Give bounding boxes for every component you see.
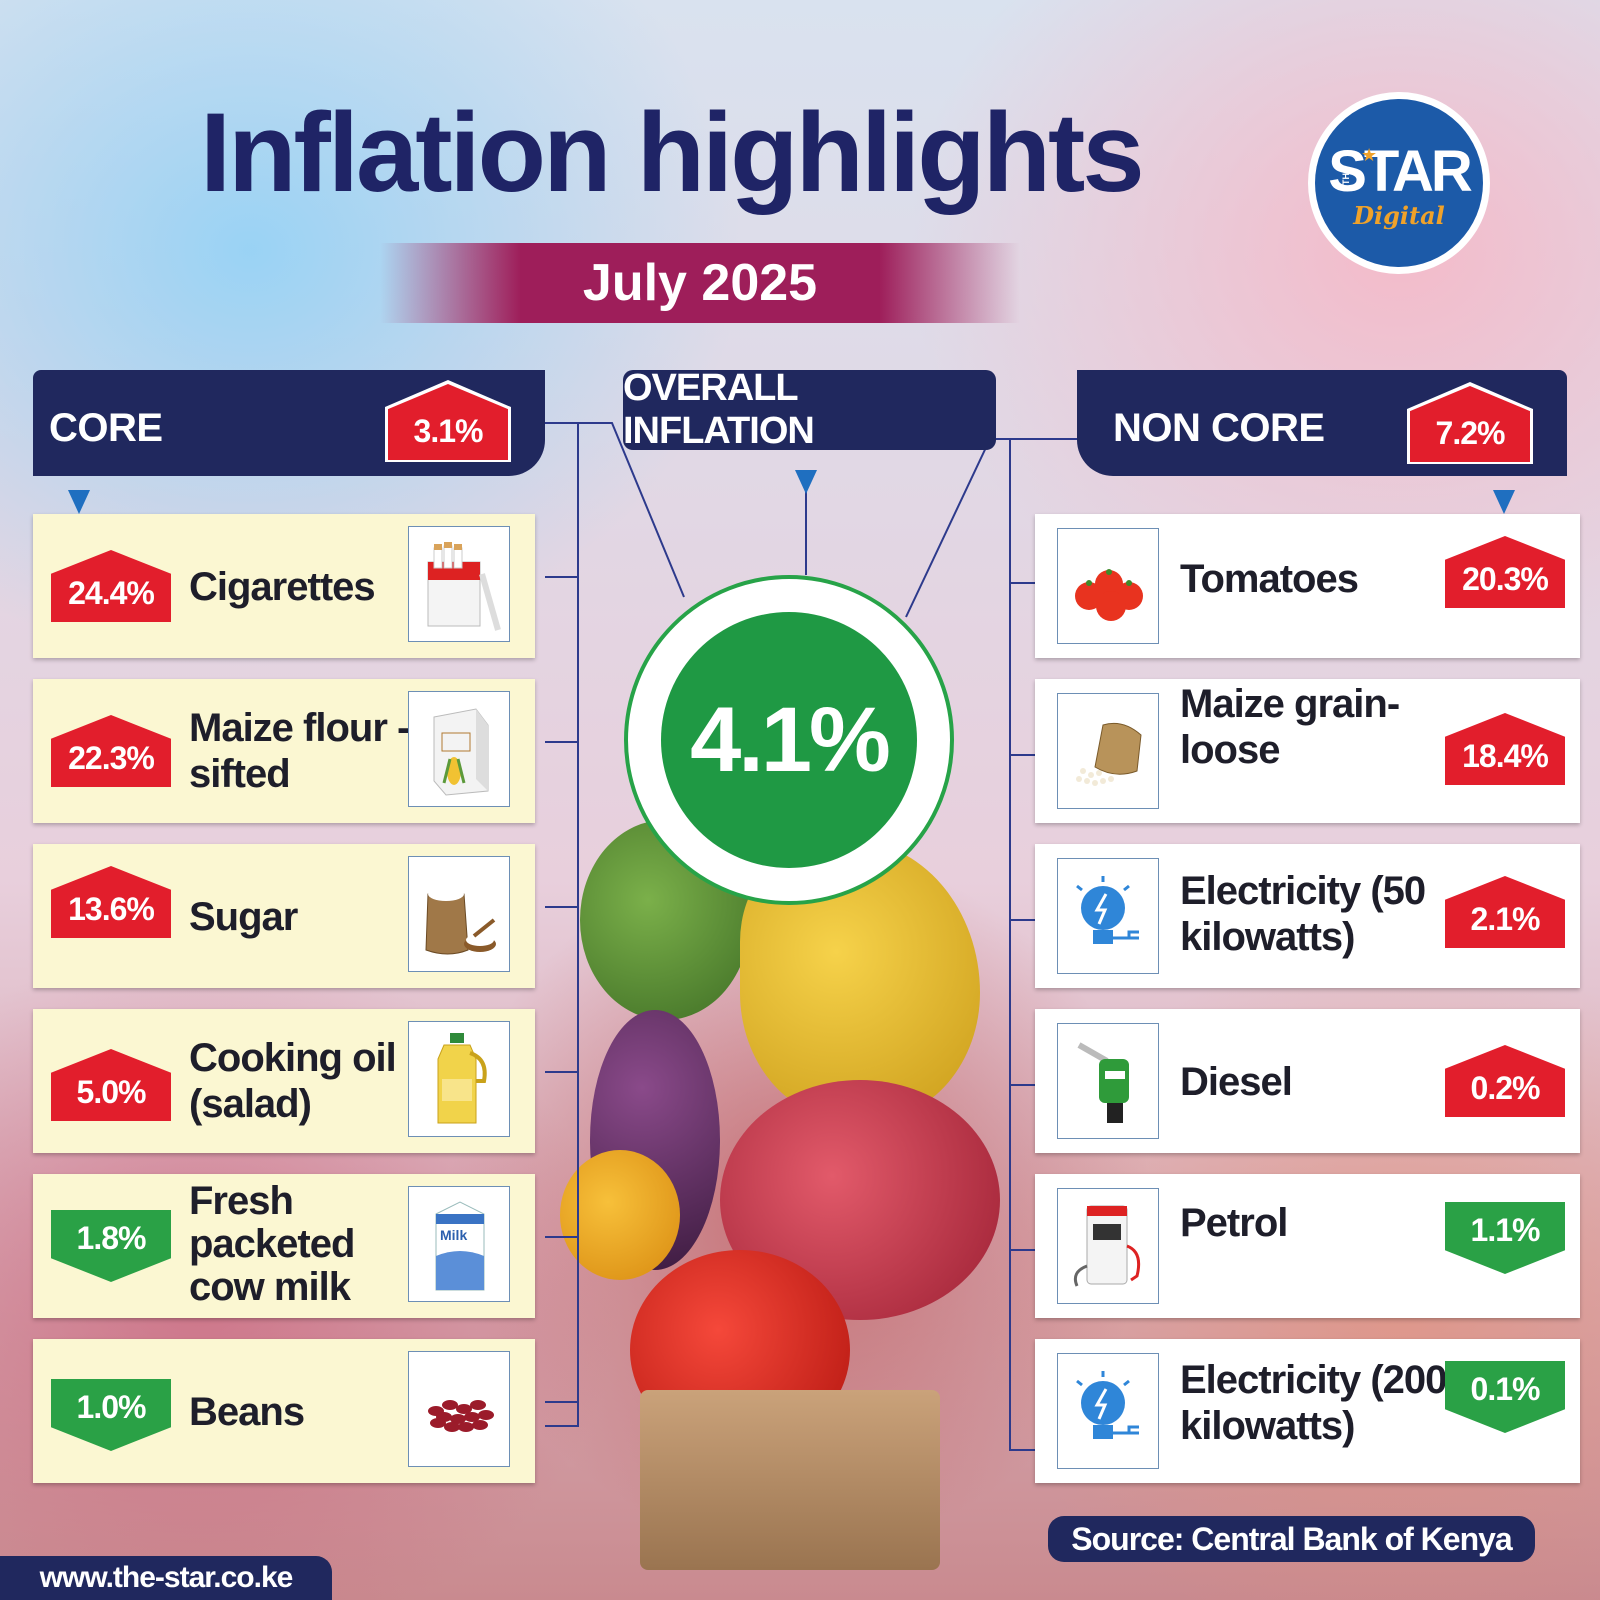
noncore-item-electricity-200: Electricity (200 kilowatts) 0.1% (1035, 1339, 1580, 1483)
lightbulb-icon (1057, 858, 1159, 974)
core-item-maize-flour: 22.3% Maize flour -sifted (33, 679, 535, 823)
decrease-badge: 1.1% (1445, 1202, 1565, 1274)
cigarette-pack-icon (408, 526, 510, 642)
noncore-item-tomatoes: Tomatoes 20.3% (1035, 514, 1580, 658)
report-date: July 2025 (582, 254, 818, 312)
noncore-label: NON CORE (1113, 406, 1325, 450)
core-value: 3.1% (413, 413, 484, 449)
increase-badge: 5.0% (51, 1049, 171, 1121)
item-name: Tomatoes (1180, 557, 1359, 601)
lightbulb-icon (1057, 1353, 1159, 1469)
produce-decoration (640, 1390, 940, 1570)
core-item-cooking-oil: 5.0% Cooking oil (salad) (33, 1009, 535, 1153)
decrease-badge: 0.1% (1445, 1361, 1565, 1433)
increase-badge: 18.4% (1445, 713, 1565, 785)
item-name: Electricity (50 kilowatts) (1180, 869, 1426, 959)
star-icon: ★ (1361, 145, 1378, 165)
logo-text: STAR (1328, 138, 1473, 204)
oil-bottle-icon (408, 1021, 510, 1137)
noncore-header: NON CORE 7.2% (1077, 370, 1567, 476)
increase-badge: 20.3% (1445, 536, 1565, 608)
maize-grain-sack-icon (1057, 693, 1159, 809)
item-name: Electricity (200 kilowatts) (1180, 1358, 1447, 1448)
sugar-sack-icon (408, 856, 510, 972)
increase-badge: 22.3% (51, 715, 171, 787)
item-name: Maize flour -sifted (189, 706, 410, 796)
source-label: Source: Central Bank of Kenya (1048, 1516, 1535, 1562)
core-badge: 3.1% (388, 384, 508, 460)
increase-badge: 2.1% (1445, 876, 1565, 948)
date-banner: July 2025 (380, 243, 1020, 323)
noncore-item-diesel: Diesel 0.2% (1035, 1009, 1580, 1153)
beans-icon (408, 1351, 510, 1467)
website-link[interactable]: www.the-star.co.ke (0, 1556, 332, 1600)
decrease-badge: 1.0% (51, 1379, 171, 1451)
item-name: Sugar (189, 895, 298, 939)
increase-badge: 0.2% (1445, 1045, 1565, 1117)
core-item-sugar: 13.6% Sugar (33, 844, 535, 988)
page-title: Inflation highlights (200, 90, 1145, 215)
noncore-item-electricity-50: Electricity (50 kilowatts) 2.1% (1035, 844, 1580, 988)
item-name: Cigarettes (189, 565, 376, 609)
core-label: CORE (49, 406, 163, 450)
noncore-badge: 7.2% (1410, 386, 1530, 462)
overall-inflation-label: OVERALL INFLATION (623, 367, 996, 452)
core-item-beans: 1.0% Beans (33, 1339, 535, 1483)
flour-bag-icon (408, 691, 510, 807)
core-item-cigarettes: 24.4% Cigarettes (33, 514, 535, 658)
produce-decoration (560, 1150, 680, 1280)
chevron-down-icon (795, 470, 817, 494)
item-name: Beans (189, 1390, 305, 1434)
fuel-nozzle-icon (1057, 1023, 1159, 1139)
svg-text:Milk: Milk (440, 1227, 467, 1243)
logo-suffix: Digital (1353, 200, 1445, 230)
item-name: Cooking oil (salad) (189, 1036, 397, 1126)
noncore-item-maize-grain: Maize grain-loose 18.4% (1035, 679, 1580, 823)
overall-inflation-circle: 4.1% (624, 575, 954, 905)
decrease-badge: 1.8% (51, 1210, 171, 1282)
fuel-pump-icon (1057, 1188, 1159, 1304)
item-name: Fresh packeted cow milk (189, 1179, 355, 1309)
chevron-down-icon (68, 490, 90, 514)
item-name: Diesel (1180, 1060, 1293, 1104)
increase-badge: 24.4% (51, 550, 171, 622)
the-star-logo: ★ THE STAR Digital (1308, 92, 1490, 274)
noncore-item-petrol: Petrol 1.1% (1035, 1174, 1580, 1318)
increase-badge: 13.6% (51, 866, 171, 938)
item-name: Petrol (1180, 1201, 1288, 1245)
tomatoes-icon (1057, 528, 1159, 644)
item-name: Maize grain-loose (1180, 682, 1400, 772)
overall-inflation-value: 4.1% (661, 612, 917, 868)
core-header: CORE 3.1% (33, 370, 545, 476)
chevron-down-icon (1493, 490, 1515, 514)
noncore-value: 7.2% (1435, 415, 1506, 451)
milk-carton-icon: Milk (408, 1186, 510, 1302)
core-item-milk: 1.8% Fresh packeted cow milk Milk (33, 1174, 535, 1318)
